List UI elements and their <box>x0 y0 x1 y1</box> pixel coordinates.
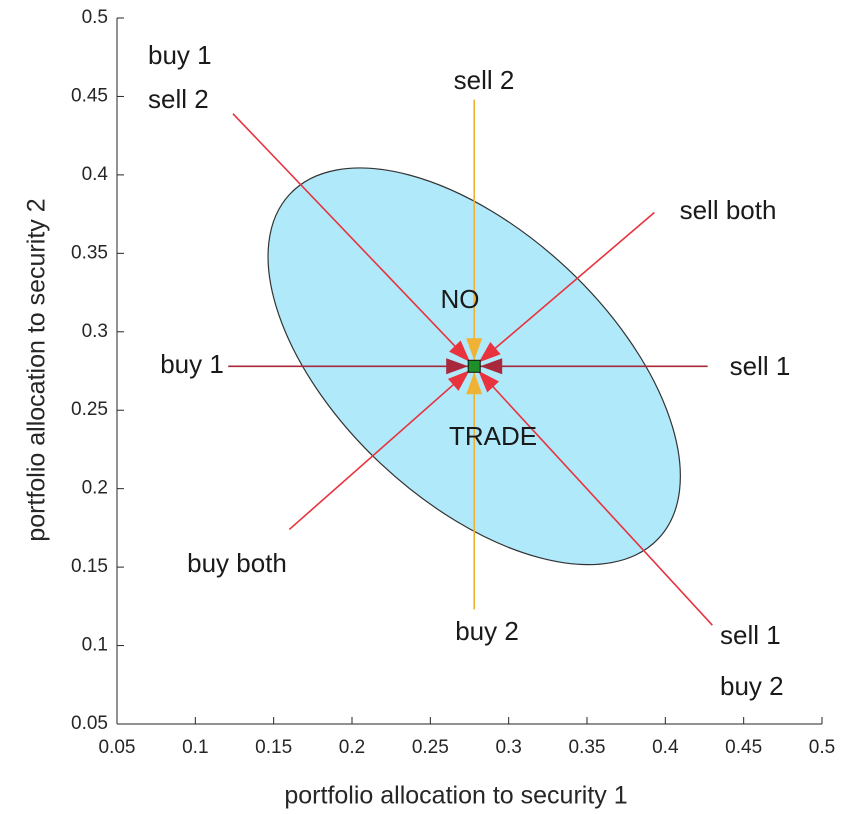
arrow-label: buy 2 <box>720 671 784 701</box>
arrow-label: sell 2 <box>454 65 515 95</box>
y-tick-label: 0.1 <box>82 635 108 656</box>
y-tick-label: 0.15 <box>71 556 108 577</box>
arrow-head <box>446 358 469 375</box>
y-tick-label: 0.45 <box>71 85 108 106</box>
arrow-label: buy 1 <box>160 349 224 379</box>
x-tick-label: 0.1 <box>182 737 208 758</box>
arrow-line <box>473 211 655 367</box>
arrow-label: sell 1 <box>720 620 781 650</box>
x-tick-label: 0.4 <box>652 737 679 758</box>
y-tick-label: 0.2 <box>82 478 108 499</box>
x-axis-title: portfolio allocation to security 1 <box>284 782 627 810</box>
arrow-label: sell both <box>680 195 777 225</box>
x-tick-label: 0.35 <box>569 737 606 758</box>
arrow-head <box>449 340 471 362</box>
arrow-head <box>478 342 501 363</box>
arrow-label: sell 2 <box>148 84 209 114</box>
y-tick-label: 0.3 <box>82 321 108 342</box>
y-tick-label: 0.35 <box>71 242 108 263</box>
arrow-line <box>232 113 475 367</box>
arrow-label: buy 2 <box>455 616 519 646</box>
x-tick-label: 0.25 <box>412 737 449 758</box>
zone-label: TRADE <box>449 421 537 451</box>
arrow-head <box>466 338 483 361</box>
arrow-head <box>466 372 483 395</box>
x-tick-label: 0.15 <box>255 737 292 758</box>
arrow-label: sell 1 <box>730 351 791 381</box>
y-tick-label: 0.25 <box>71 399 108 420</box>
arrow-head <box>447 370 470 391</box>
arrow-label: buy 1 <box>148 40 212 70</box>
x-tick-label: 0.05 <box>99 737 136 758</box>
arrow-head <box>478 370 500 393</box>
arrow-line <box>473 365 713 626</box>
y-tick-label: 0.05 <box>71 713 108 734</box>
zone-label: NO <box>441 284 480 314</box>
y-axis-title: portfolio allocation to security 2 <box>23 198 51 541</box>
x-tick-label: 0.45 <box>725 737 762 758</box>
portfolio-point <box>467 359 481 373</box>
x-tick-label: 0.5 <box>809 737 835 758</box>
arrow-line <box>288 365 475 531</box>
y-tick-label: 0.4 <box>82 164 109 185</box>
x-tick-label: 0.3 <box>495 737 521 758</box>
y-tick-label: 0.5 <box>82 7 108 28</box>
x-tick-label: 0.2 <box>339 737 365 758</box>
arrow-head <box>480 358 503 375</box>
arrow-label: buy both <box>187 548 287 578</box>
